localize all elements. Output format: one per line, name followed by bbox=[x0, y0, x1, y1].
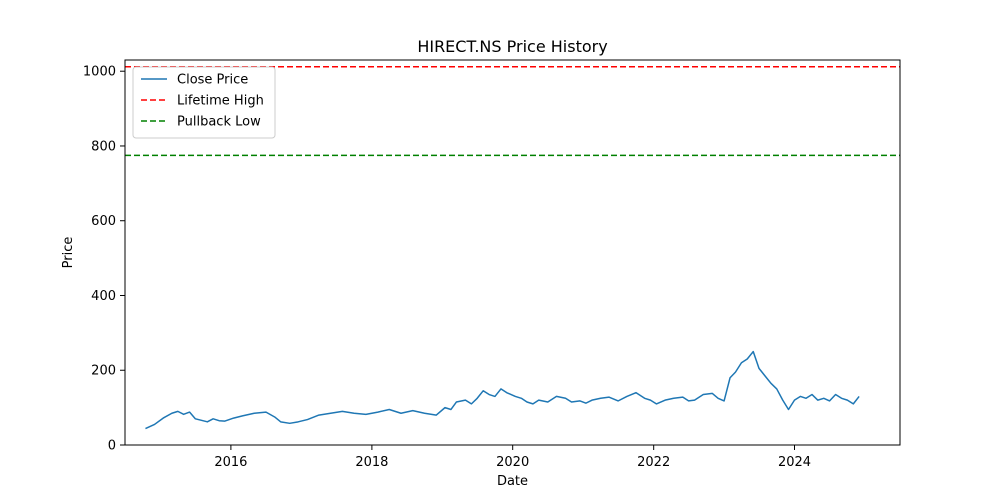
pullback-low-legend-label: Pullback Low bbox=[177, 115, 261, 130]
y-tick-label: 200 bbox=[91, 364, 116, 379]
x-tick-label: 2016 bbox=[214, 455, 247, 470]
y-tick-label: 600 bbox=[91, 214, 116, 229]
x-axis-ticks: 2016 2018 2020 2022 2024 bbox=[214, 445, 811, 470]
plot-frame bbox=[124, 59, 901, 446]
y-tick-label: 400 bbox=[91, 289, 116, 304]
y-axis-ticks: 0 200 400 600 800 1000 bbox=[83, 65, 125, 454]
x-tick-label: 2018 bbox=[355, 455, 388, 470]
y-tick-label: 1000 bbox=[83, 65, 116, 80]
y-axis-label: Price bbox=[61, 237, 76, 269]
close-price-legend-label: Close Price bbox=[177, 73, 248, 88]
y-tick-label: 0 bbox=[108, 439, 116, 454]
x-axis-label: Date bbox=[497, 474, 528, 489]
legend-box bbox=[132, 66, 276, 139]
chart-title: HIRECT.NS Price History bbox=[417, 37, 607, 56]
close-price-line bbox=[145, 350, 860, 430]
x-tick-label: 2024 bbox=[778, 455, 811, 470]
y-tick-label: 800 bbox=[91, 139, 116, 154]
legend: Close Price Lifetime High Pullback Low bbox=[132, 66, 276, 139]
x-tick-label: 2020 bbox=[496, 455, 529, 470]
x-tick-label: 2022 bbox=[637, 455, 670, 470]
lifetime-high-legend-label: Lifetime High bbox=[177, 94, 264, 109]
